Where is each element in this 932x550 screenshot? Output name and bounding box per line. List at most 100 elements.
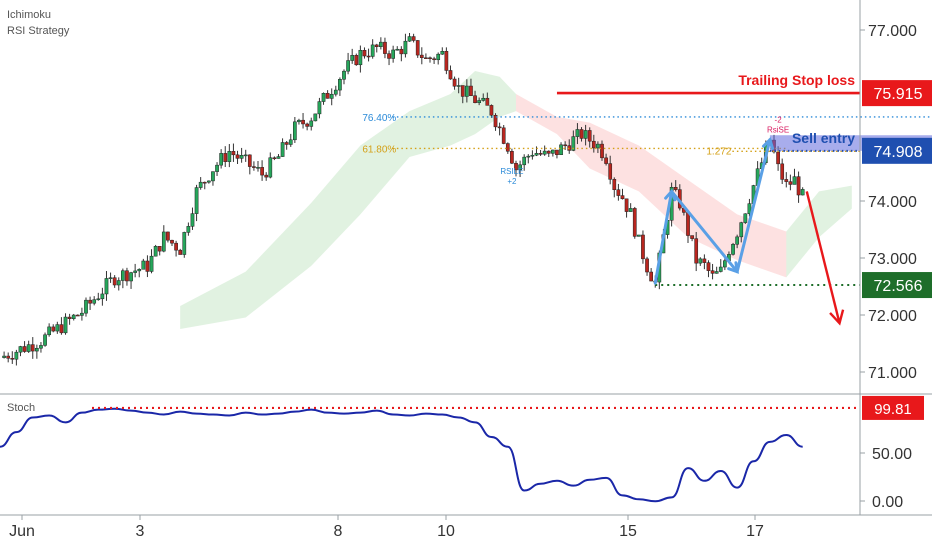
candle-body <box>387 53 391 59</box>
candle-body <box>342 70 346 80</box>
candle <box>551 149 555 157</box>
candle <box>538 149 543 157</box>
candle <box>305 122 309 131</box>
candle <box>137 268 142 278</box>
candle <box>641 230 645 264</box>
candle-body <box>526 155 531 158</box>
candle-body <box>157 246 162 252</box>
candle-body <box>272 157 277 159</box>
trailing-stop-loss-annotation: Trailing Stop loss <box>738 72 855 88</box>
support-price-tag-bg <box>862 272 932 299</box>
candle-body <box>542 150 547 155</box>
candle <box>649 268 653 282</box>
candle-body <box>731 244 735 255</box>
candle-body <box>792 176 797 185</box>
candle <box>63 313 68 335</box>
candle-body <box>780 163 785 180</box>
candle-body <box>333 89 338 95</box>
candle <box>92 296 97 306</box>
candle-body <box>215 164 219 172</box>
candle <box>571 130 576 152</box>
candle-body <box>354 55 359 66</box>
candle <box>80 307 84 321</box>
candle <box>354 53 359 66</box>
candle <box>35 344 39 359</box>
candle-body <box>551 149 555 154</box>
stoch-level-tag-text: 99.81 <box>874 401 912 418</box>
candle <box>407 33 412 42</box>
candle <box>522 154 527 171</box>
candle-body <box>379 41 383 47</box>
indicator-label-rsi-strategy: RSI Strategy <box>7 25 70 37</box>
candle-body <box>129 272 133 282</box>
candle <box>129 271 133 289</box>
candle <box>22 341 27 353</box>
candle-body <box>505 143 510 152</box>
candle-body <box>100 293 105 300</box>
candle <box>219 149 223 169</box>
candle-body <box>170 239 174 244</box>
candle <box>301 113 305 129</box>
candle-body <box>747 203 752 215</box>
price-axis-tick-label: 74.000 <box>868 194 917 211</box>
candle-body <box>149 255 154 272</box>
candle <box>379 37 383 50</box>
candle-body <box>632 208 637 237</box>
candle-body <box>514 162 518 171</box>
candle <box>575 123 580 145</box>
candle <box>333 85 338 97</box>
candle <box>141 258 146 270</box>
candle-body <box>284 142 289 145</box>
time-axis-tick-label: 15 <box>619 523 637 540</box>
candle <box>465 79 469 103</box>
price-axis-tick-label: 73.000 <box>868 251 917 268</box>
candle <box>591 134 596 153</box>
candle-body <box>456 85 461 87</box>
candle-body <box>137 269 142 272</box>
candle <box>673 180 678 192</box>
candle <box>178 248 183 255</box>
candle-body <box>460 85 465 97</box>
candle <box>792 168 797 185</box>
candle-body <box>239 155 244 159</box>
zigzag-arrowhead-3 <box>761 137 775 150</box>
candle <box>497 122 502 136</box>
candle <box>403 33 408 58</box>
candle-body <box>411 36 416 41</box>
candle <box>329 88 334 106</box>
candle <box>166 231 170 243</box>
candle-body <box>489 105 494 116</box>
extension-label: 1.272 <box>706 146 731 157</box>
candle-body <box>219 153 223 166</box>
candle-body <box>739 222 744 238</box>
candle <box>731 242 735 256</box>
candle-body <box>346 60 350 72</box>
candle-body <box>645 258 649 273</box>
candle <box>112 275 117 288</box>
candle <box>432 56 436 64</box>
candle-body <box>55 324 60 332</box>
candle <box>718 259 723 273</box>
candle <box>133 263 137 278</box>
candle <box>505 142 510 154</box>
candle-body <box>399 48 404 55</box>
candle <box>559 142 563 156</box>
time-axis-tick-label: Jun <box>9 523 35 540</box>
candle-body <box>223 153 228 162</box>
candle <box>235 150 240 165</box>
candle <box>297 118 301 125</box>
candle-body <box>301 119 305 125</box>
candle-body <box>452 78 457 87</box>
candle <box>252 161 256 171</box>
candle-body <box>338 79 342 91</box>
stoch-axis-tick-label: 0.00 <box>872 494 903 511</box>
candle-body <box>252 166 256 168</box>
candle-body <box>432 58 436 61</box>
price-panel: 76.40% 61.80% 1.272 Trailing Stop loss Sell … <box>2 33 932 366</box>
candle-body <box>166 231 170 241</box>
candle <box>456 77 461 94</box>
candle <box>477 97 481 106</box>
candle-body <box>14 351 19 360</box>
candle <box>518 160 522 178</box>
candle <box>309 117 314 131</box>
